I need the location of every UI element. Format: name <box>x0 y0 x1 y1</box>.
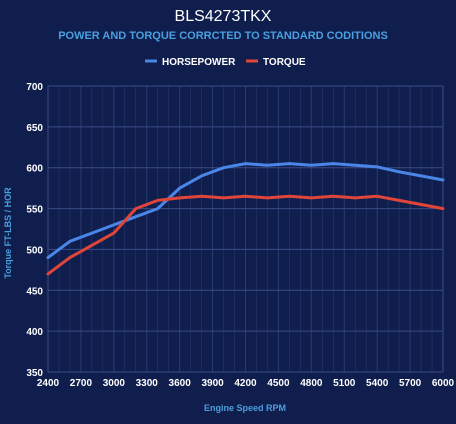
legend-item-torque[interactable]: TORQUE <box>246 57 306 68</box>
legend: HORSEPOWER TORQUE <box>145 57 306 68</box>
x-axis-label: Engine Speed RPM <box>204 403 286 413</box>
grid <box>47 85 444 373</box>
x-tick-label: 5100 <box>333 378 356 389</box>
x-tick-label: 5700 <box>399 378 422 389</box>
y-tick-label: 450 <box>26 286 43 297</box>
y-tick-label: 650 <box>26 123 43 134</box>
x-tick-label: 3900 <box>201 378 224 389</box>
legend-label-torque: TORQUE <box>263 57 306 68</box>
y-axis-label: Torque FT-LBS / HOR <box>3 187 13 279</box>
y-tick-label: 500 <box>26 245 43 256</box>
x-tick-label: 3600 <box>169 378 192 389</box>
y-tick-label: 600 <box>26 164 43 175</box>
plot-area-border <box>47 85 444 373</box>
series-line-horsepower <box>46 162 445 260</box>
y-tick-label: 550 <box>26 205 43 216</box>
y-tick-label: 400 <box>26 327 43 338</box>
x-tick-label: 3000 <box>103 378 126 389</box>
chart-subtitle: POWER AND TORQUE CORRCTED TO STANDARD CO… <box>58 30 388 42</box>
x-tick-label: 4800 <box>300 378 323 389</box>
x-tick-label: 2400 <box>37 378 60 389</box>
x-tick-label: 4500 <box>267 378 290 389</box>
y-tick-label: 700 <box>26 82 43 93</box>
legend-item-horsepower[interactable]: HORSEPOWER <box>145 57 236 68</box>
x-tick-label: 3300 <box>136 378 159 389</box>
x-tick-label: 6000 <box>432 378 455 389</box>
axes: 350 400 450 500 550 600 650 700 2400 2700 3000 3300… <box>26 82 454 389</box>
series-line-torque <box>46 194 445 276</box>
legend-label-horsepower: HORSEPOWER <box>162 57 236 68</box>
x-tick-label: 2700 <box>70 378 93 389</box>
x-tick-label: 4200 <box>234 378 257 389</box>
chart-title: BLS4273TKX <box>175 8 272 25</box>
x-tick-label: 5400 <box>366 378 389 389</box>
y-tick-label: 350 <box>26 368 43 379</box>
series-lines <box>46 162 445 276</box>
